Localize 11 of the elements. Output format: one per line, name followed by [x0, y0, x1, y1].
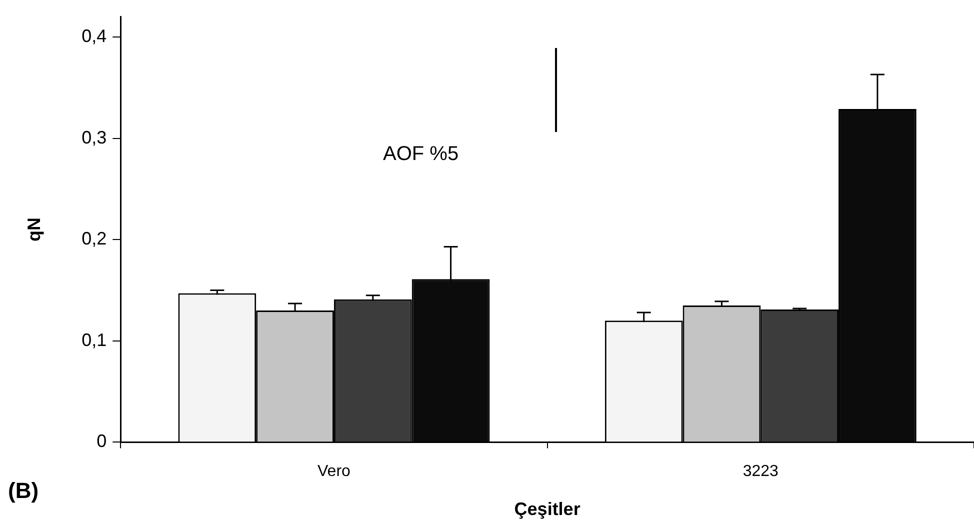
y-tick-label: 0,3: [82, 127, 107, 148]
annotation: AOF %5: [383, 143, 459, 166]
x-axis-title: Çeşitler: [514, 499, 580, 520]
y-tick-label: 0,2: [82, 228, 107, 249]
y-tick-label: 0,1: [82, 330, 107, 350]
y-tick-label: 0: [96, 431, 107, 452]
x-tick-label: 3223: [742, 463, 779, 480]
y-tick-label: 0,4: [82, 26, 107, 46]
text: (B): [8, 478, 39, 504]
x-tick-label: Vero: [318, 463, 351, 480]
y-axis-title: qN: [24, 218, 44, 242]
